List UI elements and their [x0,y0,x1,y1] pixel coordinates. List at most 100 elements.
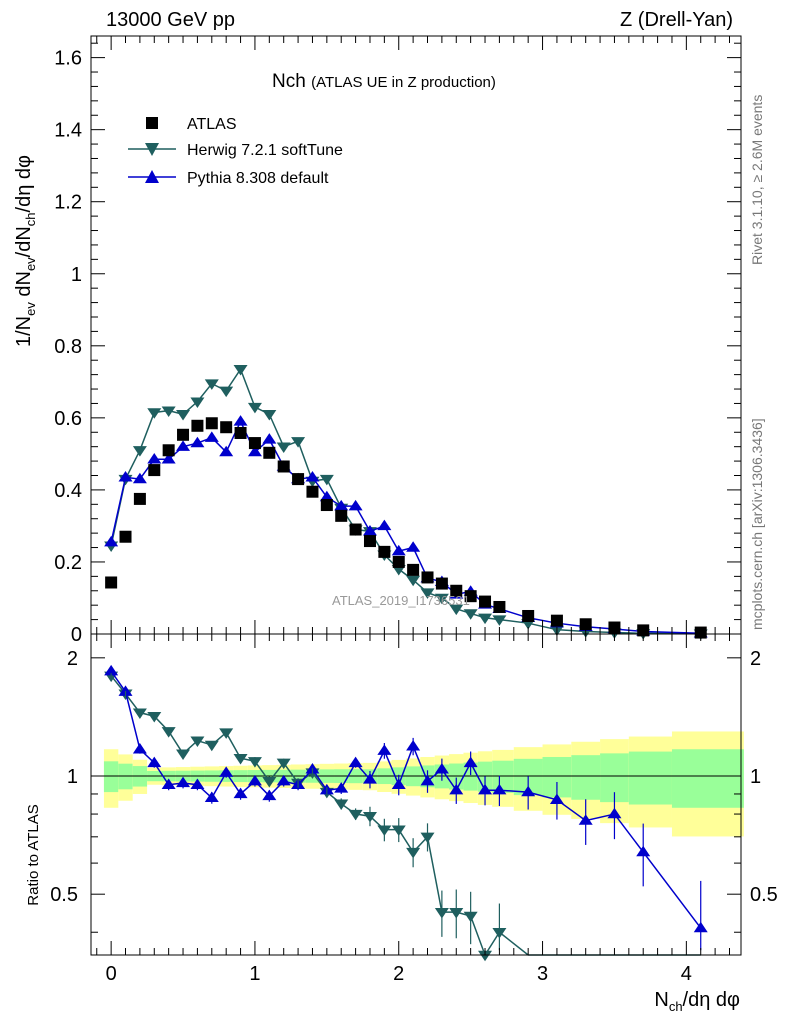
atlas-point [306,485,319,498]
ratio-tick-label-left: 2 [67,648,78,670]
atlas-point [378,545,391,558]
atlas-point [277,460,290,473]
atlas-point [493,600,506,613]
atlas-point [335,509,348,522]
pythia-point [348,499,363,511]
y-tick-label: 1.4 [54,120,82,142]
band-inner [628,751,672,805]
x-tick-label: 0 [106,963,117,985]
x-tick-label: 4 [681,963,692,985]
pythia-point [334,499,349,511]
y-tick-label: 1 [71,264,82,286]
header-left: 13000 GeV pp [106,9,235,31]
legend-marker-herwig [145,143,159,156]
mcplots-label: mcplots.cern.ch [arXiv:1306.3436] [749,418,765,630]
watermark: ATLAS_2019_I1736531 [332,593,470,608]
herwig-line [110,367,701,635]
herwig-ratio-line [110,675,701,957]
herwig-point [492,615,507,626]
herwig-point [161,406,176,417]
herwig-point [247,402,262,414]
pythia-point [204,431,219,442]
atlas-point [292,473,305,486]
ratio-frame [90,633,742,956]
x-tick-label: 3 [537,963,548,985]
pythia-point [104,535,119,547]
atlas-point [363,535,376,548]
herwig-point [276,442,291,453]
herwig-point [219,386,234,398]
herwig-point [420,588,435,599]
y-tick-label: 0.2 [54,552,82,574]
atlas-point [248,437,261,450]
pythia-point [391,544,406,556]
y-tick-label: 0.4 [54,480,82,502]
y-axis-label: 1/Nev dNev/dNch/dη dφ [13,155,38,347]
atlas-point [349,523,362,536]
legend: ATLAS Herwig 7.2.1 softTune Pythia 8.308… [128,116,343,187]
legend-marker-atlas [146,117,158,129]
herwig-point [190,397,205,408]
herwig-point [463,609,478,620]
pythia-point [132,472,147,484]
band-inner [571,755,601,800]
atlas-point [191,419,204,432]
pythia-point [176,440,191,451]
herwig-ratio-point [478,950,493,962]
pythia-point [305,470,320,482]
atlas-point [119,530,132,543]
atlas-point [435,577,448,590]
herwig-point [132,446,147,457]
x-axis-label: Nch/dη dφ [654,989,740,1014]
pythia-point [219,445,234,457]
y-tick-label: 0 [71,624,82,646]
main-panel-series [104,365,708,640]
herwig-point [262,410,277,421]
band-inner [671,749,744,808]
y-tick-label: 1.6 [54,48,82,70]
atlas-point [320,499,333,512]
pythia-ratio-line [110,670,702,929]
axes: 0 1 2 3 4 0 0.2 0.4 0.6 0.8 1 1.2 1.4 1.6 0.5 0.5 1 1 2 2 [50,35,778,985]
atlas-point [148,464,161,477]
herwig-point [233,365,248,376]
herwig-point [147,408,162,419]
atlas-point [177,428,190,441]
herwig-point [176,410,191,421]
atlas-point [205,417,218,430]
legend-label-atlas: ATLAS [187,116,237,133]
ratio-tick-label-left: 0.5 [50,884,78,906]
title-main: Nch [272,71,306,92]
atlas-point [234,426,247,439]
herwig-point [204,379,219,390]
herwig-point [478,613,493,625]
pythia-line [110,419,701,635]
pythia-point [247,445,262,457]
x-tick-label: 1 [249,963,260,985]
atlas-point [407,563,420,576]
pythia-point [406,541,421,552]
atlas-point [479,595,492,608]
atlas-point [392,555,405,568]
pythia-point [147,452,162,464]
atlas-point [133,492,146,505]
pythia-point [161,452,176,464]
header-right: Z (Drell-Yan) [620,9,733,31]
legend-label-herwig: Herwig 7.2.1 softTune [187,142,343,159]
pythia-point [377,519,392,531]
ratio-y-label: Ratio to ATLAS [25,804,42,905]
atlas-point [522,609,535,622]
ratio-tick-label-left: 1 [67,766,78,788]
pythia-point [262,433,277,444]
herwig-point [449,604,464,616]
y-tick-label: 1.2 [54,192,82,214]
legend-marker-pythia [145,170,159,183]
y-tick-label: 0.6 [54,408,82,430]
atlas-point [464,590,477,603]
ratio-tick-label-right: 1 [750,766,761,788]
atlas-point [421,571,434,584]
pythia-point [233,415,248,426]
band-inner [103,761,119,793]
ratio-tick-label-right: 0.5 [750,884,778,906]
